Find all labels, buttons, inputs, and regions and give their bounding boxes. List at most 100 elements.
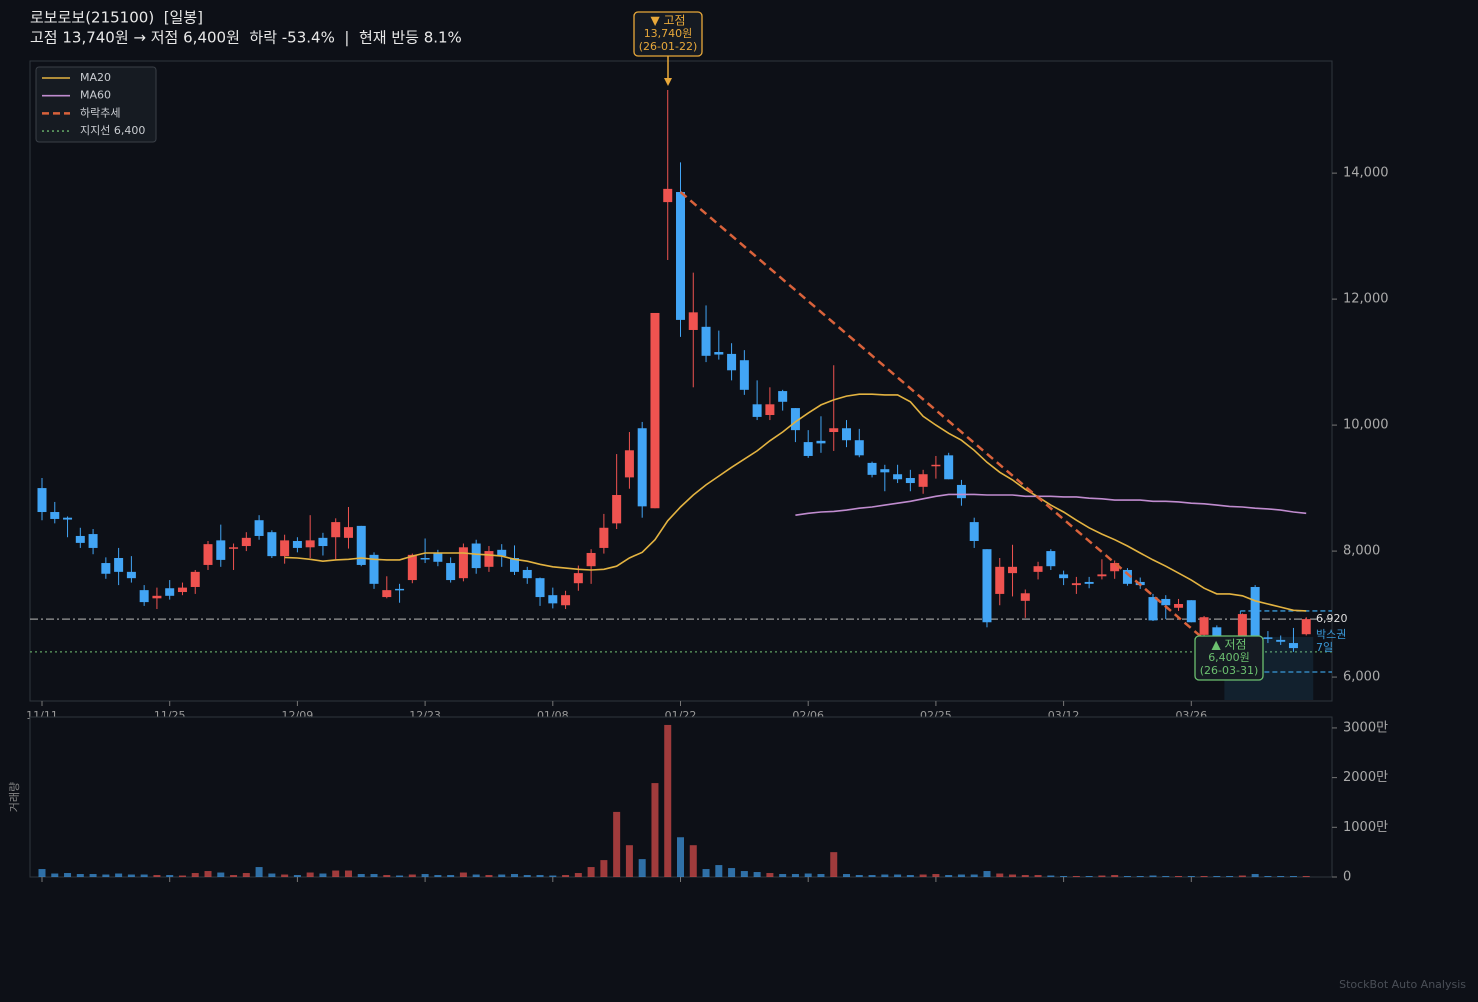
volume-bar [728,868,736,877]
candle-body [177,587,187,593]
volume-bar [166,875,174,877]
volume-bar [268,873,276,877]
volume-axis-label: 거래량 [8,782,21,812]
legend-label: MA60 [80,89,111,102]
volume-bar [702,869,710,877]
candle-body [778,391,788,402]
annotation-arrowhead [664,78,672,86]
candle-body [803,442,813,456]
candle-body [867,462,877,475]
candle-body [982,549,992,623]
volume-bar [664,724,672,877]
candle-body [1122,569,1132,584]
volume-bar [983,871,991,877]
candle-body [433,552,443,562]
candle-body [650,312,660,509]
candle-body [114,558,124,572]
candle-body [369,554,379,584]
volume-bar [1200,876,1208,877]
candle-body [688,312,698,330]
volume-bar [1149,875,1157,877]
annotation-text: (26-01-22) [639,40,698,53]
volume-bar [1289,876,1297,877]
candle-body [727,353,737,371]
volume-bar [523,875,531,877]
volume-bar [562,875,570,877]
candle-body [790,408,800,431]
candle-body [714,352,724,355]
candle-body [203,544,213,565]
volume-bar [1034,875,1042,877]
legend-box [35,66,157,143]
candle-body [637,428,647,507]
candle-body [37,488,47,513]
candle-body [586,552,596,567]
volume-bar [51,873,59,877]
volume-bar [357,874,365,877]
volume-bar [1162,876,1170,877]
candle-body [842,428,852,441]
current-price-label: 6,920 [1316,612,1348,625]
volume-bar [178,875,186,877]
volume-bar [89,874,97,877]
candle-body [956,484,966,499]
candle-body [1033,566,1043,572]
volume-bar [753,872,761,877]
y-tick-label: 10,000 [1343,418,1389,433]
candle-body [1186,600,1196,623]
volume-bar [587,867,595,877]
candle-body [509,558,519,572]
title: 로보로보(215100) [일봉] [30,9,203,27]
candle-body [318,537,328,547]
volume-bar [881,874,889,877]
y-tick-label: 12,000 [1343,292,1389,307]
volume-bar [76,874,84,877]
candle-body [152,595,162,599]
candle-body [548,595,558,604]
candle-body [522,569,532,579]
volume-bar [472,874,480,877]
volume-bar [38,869,46,877]
candle-body [356,525,366,565]
candle-body [1110,563,1120,572]
volume-bar [957,874,965,877]
volume-bar [830,852,838,877]
volume-bar [1098,875,1106,877]
volume-bar [510,874,518,877]
volume-bar [715,865,723,877]
volume-bar [651,783,659,877]
volume-bar [293,875,301,877]
candle-body [1263,637,1273,639]
candle-body [1212,627,1222,639]
volume-bar [1111,875,1119,877]
candle-body [1059,574,1069,579]
y-tick-label: 1000만 [1343,820,1388,835]
volume-bar [1264,876,1272,877]
volume-bar [434,875,442,877]
volume-bar [868,875,876,877]
volume-bar [306,872,314,877]
candle-body [829,428,839,433]
volume-bar [370,874,378,877]
candle-body [63,517,73,520]
legend-label: 하락추세 [80,105,120,119]
candle-body [1161,598,1171,606]
candle-body [995,566,1005,594]
candle-body [229,547,239,549]
volume-bar [1060,876,1068,877]
volume-bar [1238,875,1246,877]
volume-bar [1277,876,1285,877]
candle-body [331,522,341,538]
volume-bar [817,874,825,877]
volume-bar [127,874,135,877]
volume-bar [625,845,633,877]
volume-bar [344,870,352,877]
volume-bar [600,860,608,877]
candle-body [254,520,264,536]
annotation-box [1194,635,1264,681]
y-tick-label: 0 [1343,870,1351,885]
candle-body [484,551,494,567]
y-tick-label: 6,000 [1343,670,1380,685]
annotation-text: ▼ 고점 [650,14,685,28]
